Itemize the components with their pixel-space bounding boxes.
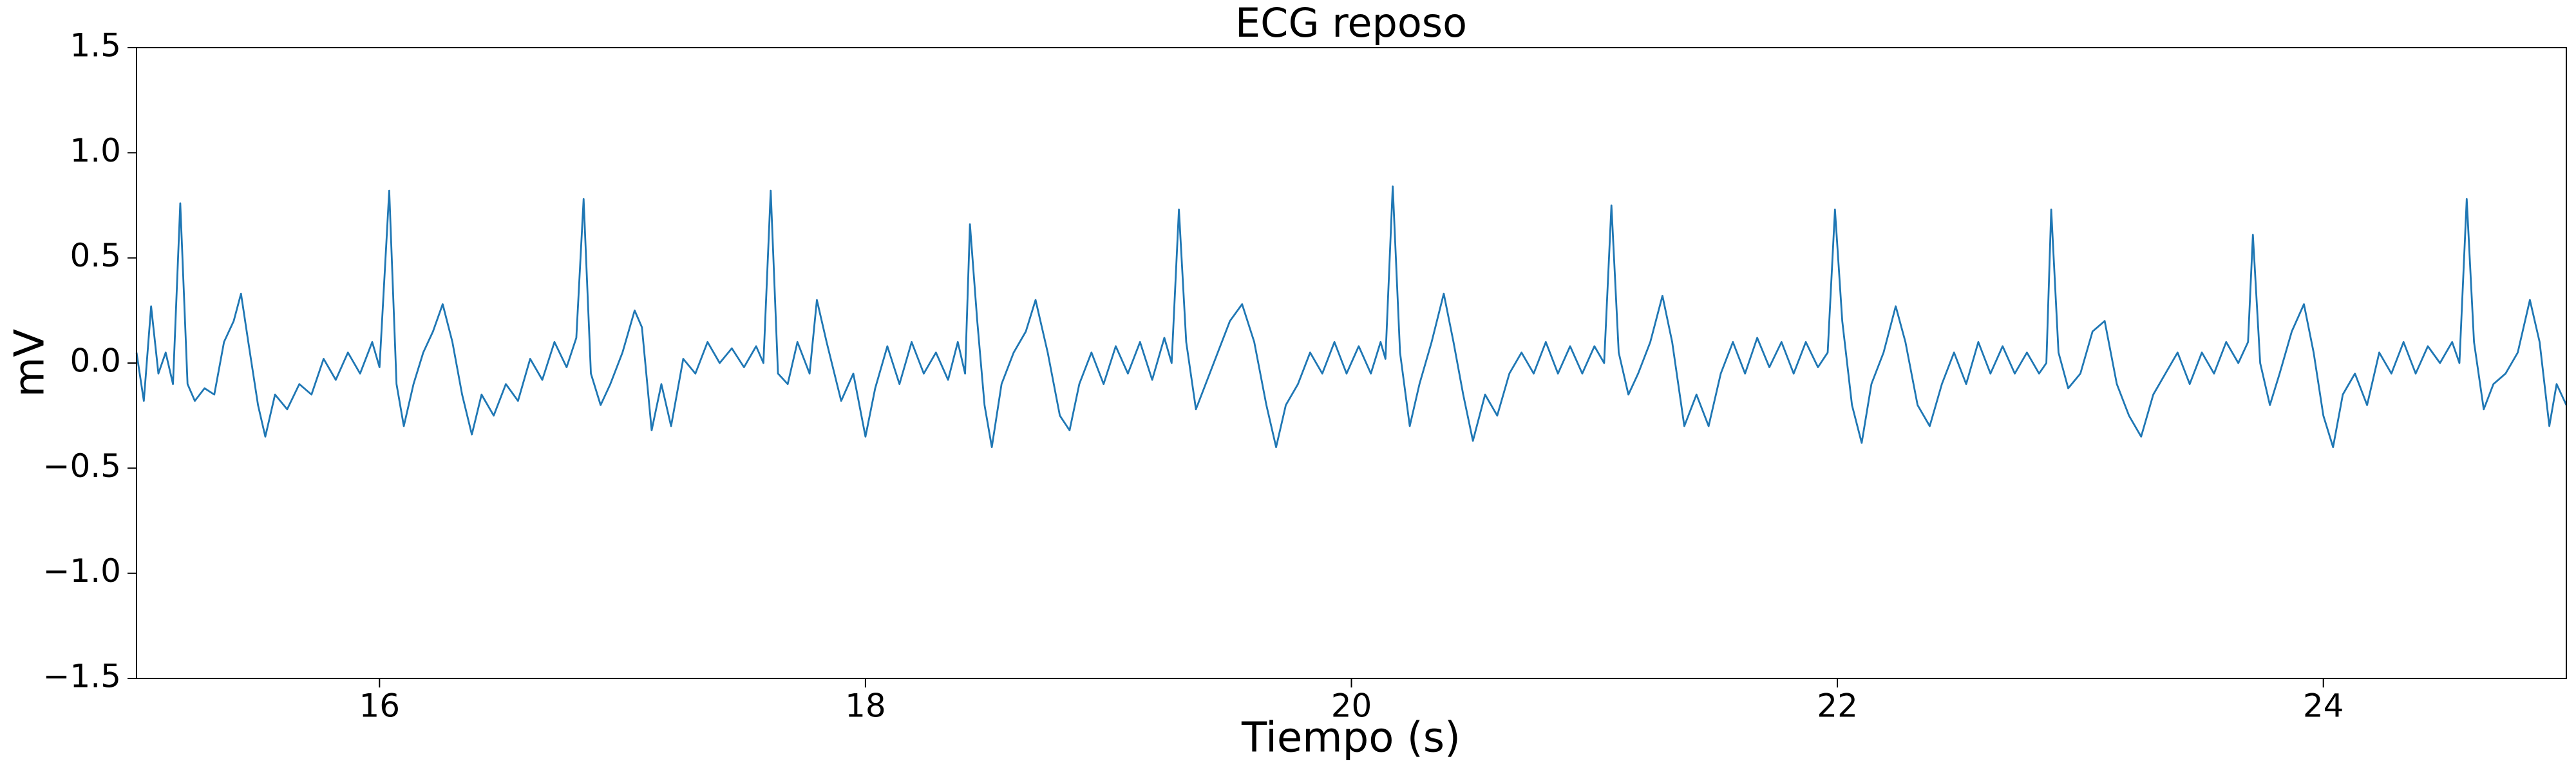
y-tick-label: 0.5 — [70, 237, 121, 274]
x-axis-label: Tiempo (s) — [1241, 714, 1461, 762]
chart-title: ECG reposo — [1235, 0, 1467, 46]
x-tick-label: 22 — [1817, 687, 1858, 725]
y-tick-label: −1.0 — [43, 552, 121, 590]
x-tick-label: 18 — [845, 687, 886, 725]
y-tick-label: 0.0 — [70, 342, 121, 380]
x-tick-label: 20 — [1331, 687, 1372, 725]
x-tick-label: 16 — [359, 687, 400, 725]
ecg-line — [135, 185, 2568, 449]
x-tick-label: 24 — [2303, 687, 2344, 725]
y-axis-label: mV — [6, 329, 54, 397]
y-tick-label: −1.5 — [43, 658, 121, 695]
y-tick-label: 1.5 — [70, 27, 121, 64]
y-tick-label: 1.0 — [70, 132, 121, 169]
y-tick-label: −0.5 — [43, 447, 121, 485]
